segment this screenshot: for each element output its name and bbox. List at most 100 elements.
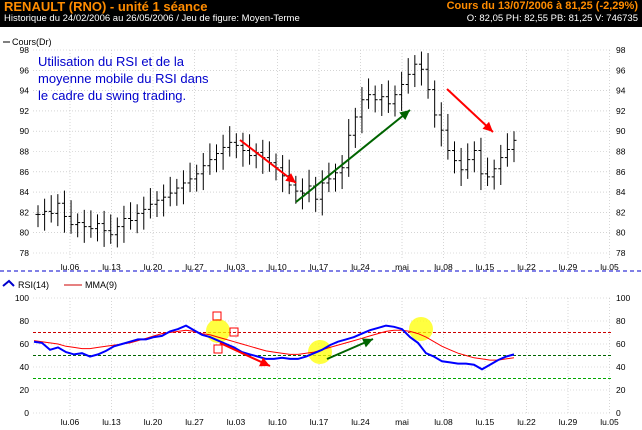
price-tick-left: 82: [20, 207, 30, 217]
rsi-tick-right: 0: [616, 408, 621, 418]
price-arrow-up-head: [399, 110, 410, 120]
rsi-tick-right: 60: [616, 339, 626, 349]
rsi-x-label: lu.03: [227, 417, 246, 427]
annotation-line-1: Utilisation du RSI et de la: [38, 54, 185, 69]
price-tick-left: 80: [20, 228, 30, 238]
highlight-circle: [308, 340, 332, 364]
rsi-x-label: lu.06: [61, 417, 80, 427]
trend-arrows: [219, 88, 494, 367]
annotation-line-2: moyenne mobile du RSI dans: [38, 71, 209, 86]
square-marker: [213, 344, 223, 354]
price-tick-left: 90: [20, 126, 30, 136]
square-marker: [229, 327, 239, 337]
rsi-x-label: lu.13: [102, 417, 121, 427]
price-legend: Cours(Dr): [12, 37, 52, 47]
ohlc-readout: O: 82,05 PH: 82,55 PB: 81,25 V: 746735: [466, 13, 638, 24]
rsi-tick-right: 80: [616, 316, 626, 326]
rsi-highlight-circles: [206, 317, 433, 364]
rsi-x-label: lu.08: [434, 417, 453, 427]
price-arrow-down-2-shaft: [446, 88, 494, 133]
rsi-tick-left: 20: [20, 385, 30, 395]
rsi-y-axis-left: 0 20 40 60 80 100: [15, 293, 29, 418]
rsi-square-markers: [212, 311, 239, 354]
annotation-line-3: le cadre du swing trading.: [38, 88, 186, 103]
price-arrow-up-shaft: [295, 109, 411, 203]
rsi-x-label: mai: [395, 417, 409, 427]
rsi-x-axis: lu.06 lu.13 lu.20 lu.27 lu.03 lu.10 lu.17 lu.24…: [61, 417, 642, 427]
price-tick-right: 92: [616, 106, 626, 116]
price-x-label: lu.06: [61, 262, 80, 272]
instrument-title: RENAULT (RNO) - unité 1 séance: [4, 0, 208, 14]
price-tick-right: 94: [616, 86, 626, 96]
rsi-tick-left: 80: [20, 316, 30, 326]
rsi-panel[interactable]: RSI(14) MMA(9) 0 20 40 60 80 100 0 20 40 60 80 100…: [2, 279, 642, 427]
rsi-x-label: lu.05: [600, 417, 619, 427]
rsi-tick-left: 100: [15, 293, 29, 303]
rsi-x-label: lu.24: [351, 417, 370, 427]
chart-area[interactable]: Cours(Dr) 78 80 82 84 86 88 90 92 94 96 98 78 80 82 8…: [0, 27, 642, 430]
rsi-x-label: lu.15: [476, 417, 495, 427]
rsi-tick-right: 100: [616, 293, 630, 303]
rsi-line: [33, 324, 515, 371]
rsi-x-label: lu.20: [144, 417, 163, 427]
price-x-label: lu.15: [476, 262, 495, 272]
price-y-axis-left: 78 80 82 84 86 88 90 92 94 96 98: [20, 45, 30, 258]
price-x-label: mai: [395, 262, 409, 272]
rsi-y-axis-right: 0 20 40 60 80 100: [616, 293, 630, 418]
mma-line: [33, 329, 515, 361]
price-x-label: lu.20: [144, 262, 163, 272]
rsi-x-label: lu.22: [517, 417, 536, 427]
price-tick-left: 88: [20, 147, 30, 157]
price-tick-right: 84: [616, 187, 626, 197]
price-x-label: lu.03: [227, 262, 246, 272]
price-panel[interactable]: Cours(Dr) 78 80 82 84 86 88 90 92 94 96 98 78 80 82 8…: [3, 37, 642, 272]
rsi-x-label: lu.10: [268, 417, 287, 427]
price-tick-left: 78: [20, 248, 30, 258]
price-tick-left: 84: [20, 187, 30, 197]
price-tick-left: 94: [20, 86, 30, 96]
price-y-axis-right: 78 80 82 84 86 88 90 92 94 96 98: [616, 45, 626, 258]
price-arrow-down-1-head: [285, 173, 296, 183]
price-x-label: lu.22: [517, 262, 536, 272]
price-tick-left: 86: [20, 167, 30, 177]
price-tick-left: 98: [20, 45, 30, 55]
price-tick-right: 88: [616, 147, 626, 157]
quote-text: Cours du 13/07/2006 à 81,25 (-2,29%): [446, 0, 638, 12]
price-x-label: lu.24: [351, 262, 370, 272]
price-tick-right: 86: [616, 167, 626, 177]
price-x-label: lu.27: [185, 262, 204, 272]
highlight-circle: [409, 317, 433, 341]
rsi-tick-left: 0: [24, 408, 29, 418]
rsi-tick-right: 20: [616, 385, 626, 395]
price-x-label: lu.08: [434, 262, 453, 272]
price-tick-right: 82: [616, 207, 626, 217]
title-bar: RENAULT (RNO) - unité 1 séance Cours du …: [0, 0, 642, 27]
rsi-tick-left: 40: [20, 362, 30, 372]
price-tick-right: 80: [616, 228, 626, 238]
price-candles: [35, 51, 517, 248]
rsi-legend-icon: [2, 279, 15, 287]
rsi-legend: RSI(14): [18, 280, 49, 290]
price-x-axis: lu.06 lu.13 lu.20 lu.27 lu.03 lu.10 lu.17 lu.24…: [61, 262, 642, 272]
price-x-label: lu.29: [559, 262, 578, 272]
price-x-label: lu.10: [268, 262, 287, 272]
price-x-label: lu.05: [600, 262, 619, 272]
price-tick-right: 96: [616, 65, 626, 75]
history-subtitle: Historique du 24/02/2006 au 26/05/2006 /…: [4, 13, 300, 24]
rsi-arrow-down-head: [259, 357, 270, 367]
rsi-tick-right: 40: [616, 362, 626, 372]
price-tick-right: 98: [616, 45, 626, 55]
rsi-tick-left: 60: [20, 339, 30, 349]
rsi-x-label: lu.17: [310, 417, 329, 427]
price-tick-left: 96: [20, 65, 30, 75]
price-arrow-down-1-shaft: [239, 139, 297, 184]
price-grid: [33, 49, 612, 259]
mma-legend: MMA(9): [85, 280, 117, 290]
rsi-arrow-up-head: [362, 338, 373, 348]
rsi-x-label: lu.27: [185, 417, 204, 427]
square-marker: [212, 311, 222, 321]
rsi-x-label: lu.29: [559, 417, 578, 427]
rsi-level-lines: [33, 332, 612, 379]
price-x-label: lu.17: [310, 262, 329, 272]
